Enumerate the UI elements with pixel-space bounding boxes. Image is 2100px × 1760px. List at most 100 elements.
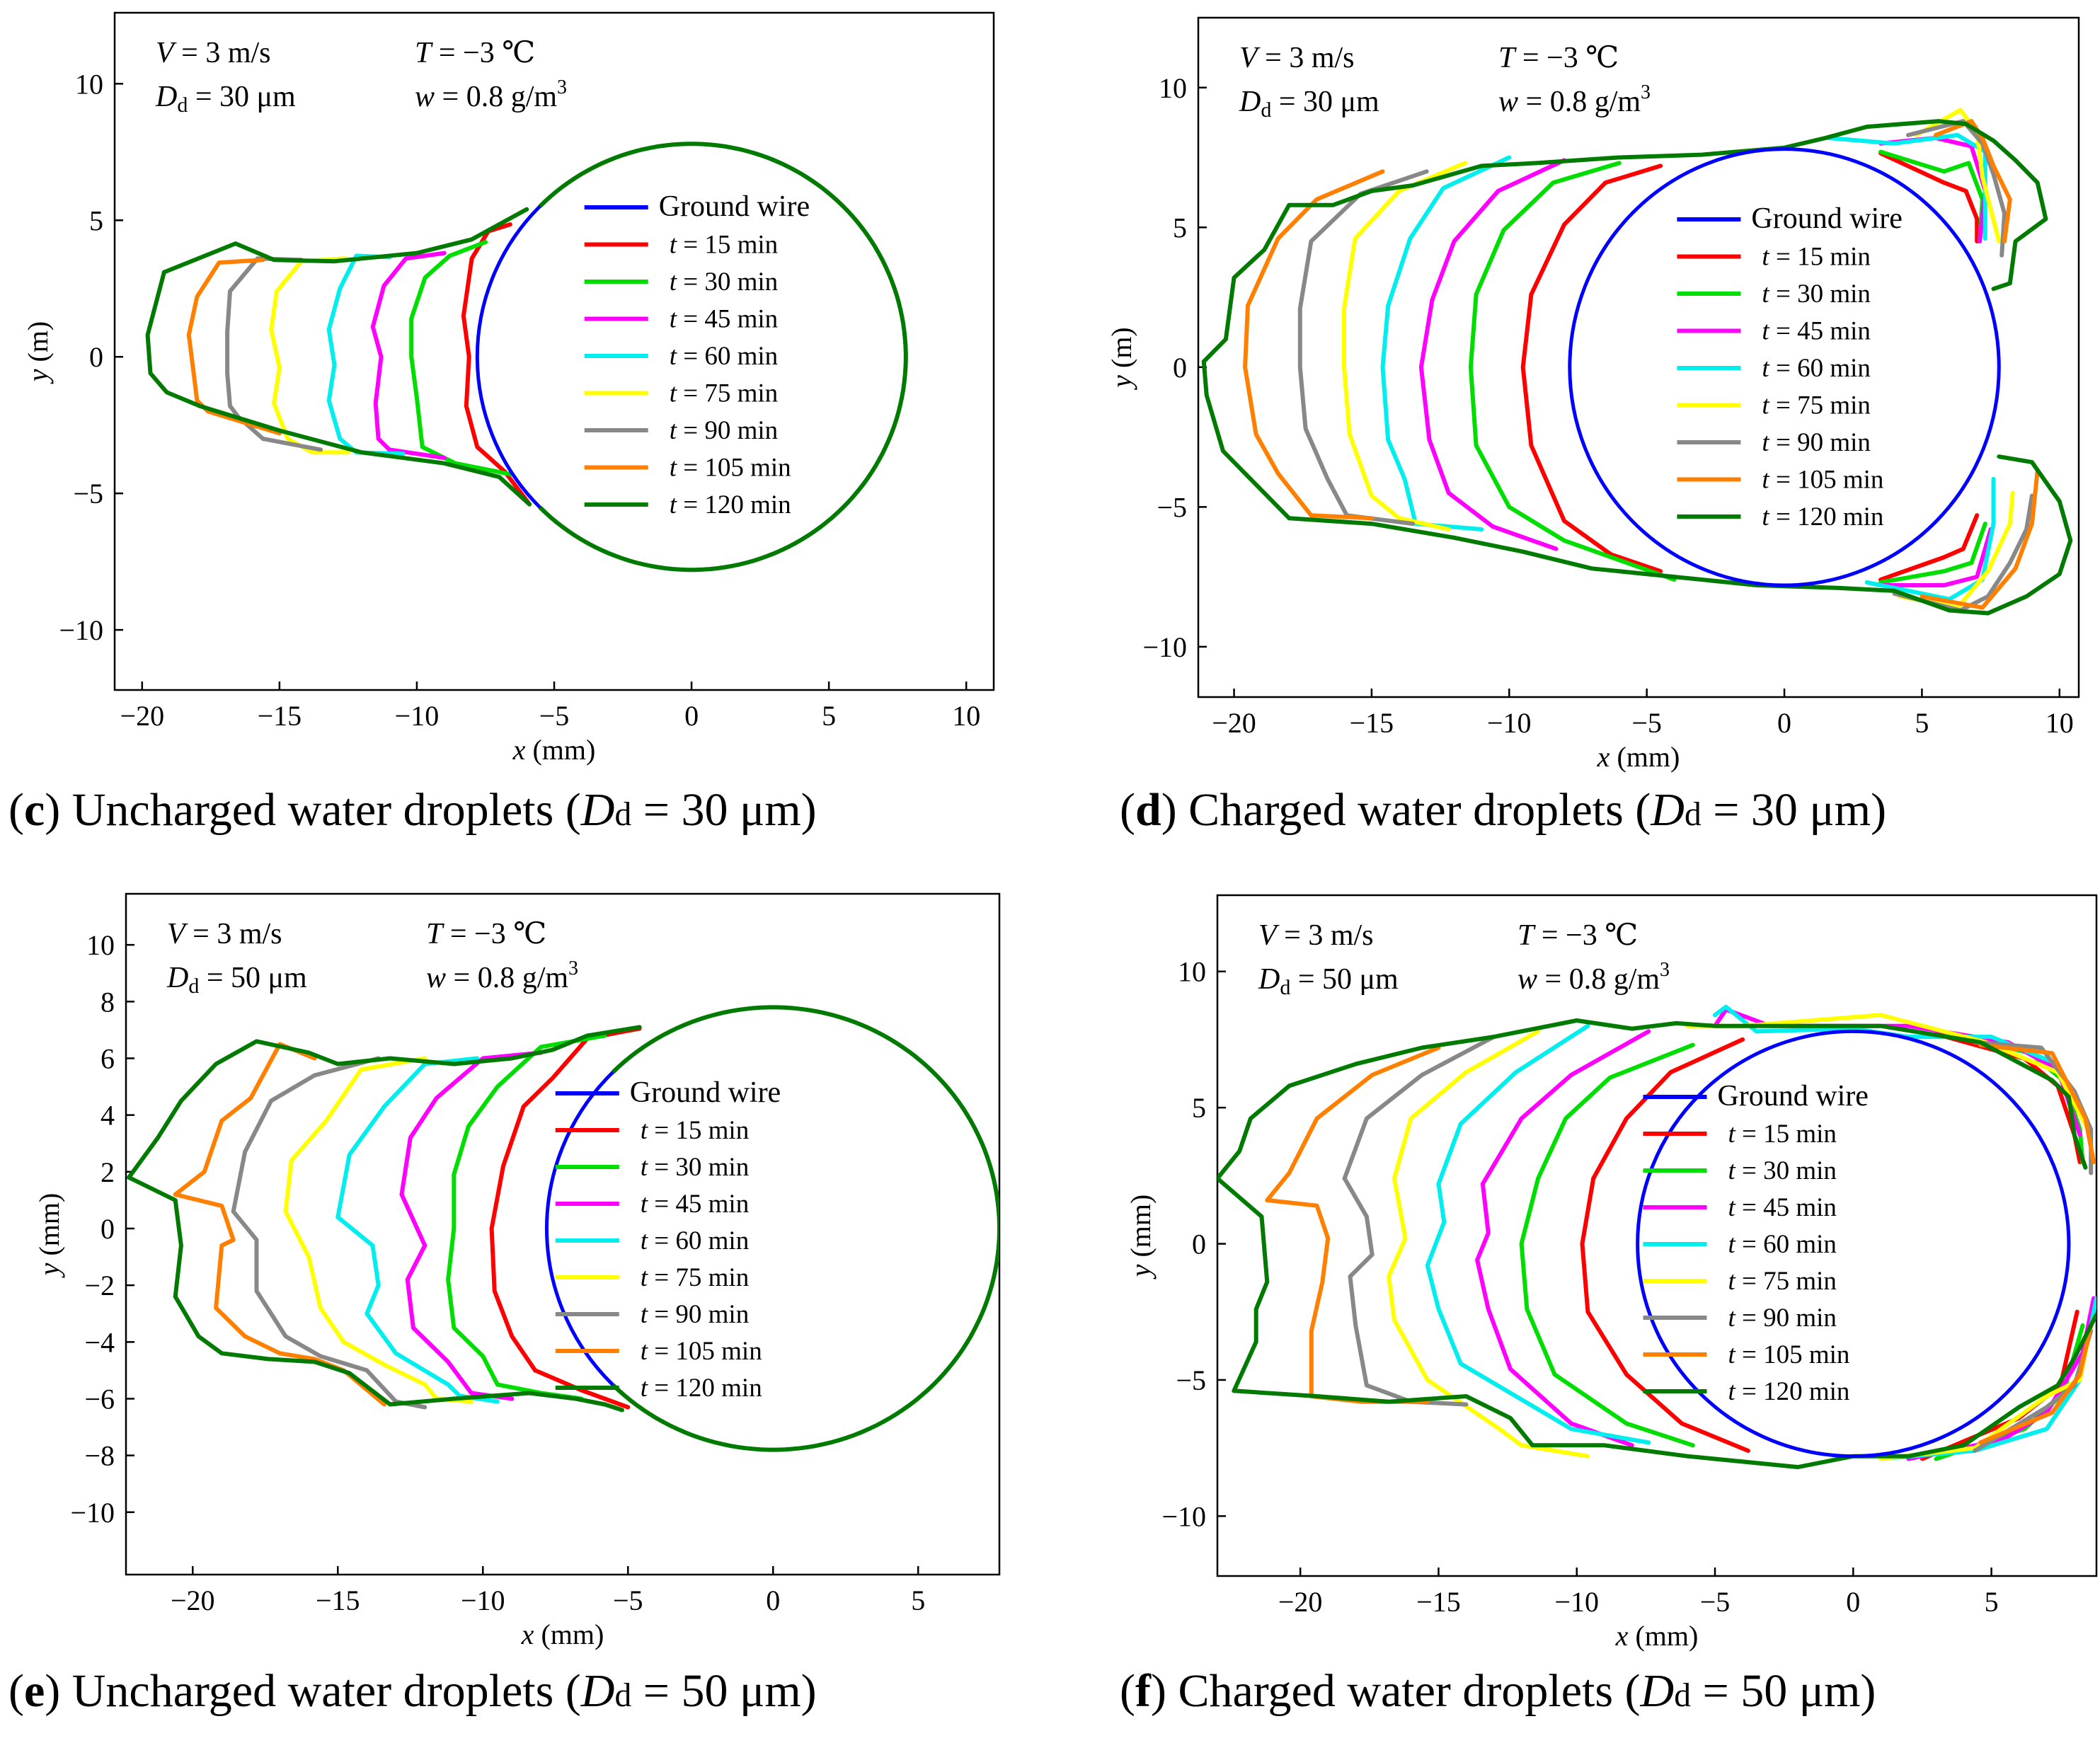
y-tick-label: 0 [89, 341, 103, 373]
ice-profile-front [489, 1163, 538, 1373]
x-tick-label: −5 [539, 700, 570, 732]
series-t-60-min [326, 253, 406, 456]
series-t-15-min [1520, 151, 1980, 582]
legend-label: t = 15 min [641, 1116, 749, 1145]
ice-profile-front [1418, 298, 1495, 529]
ice-profile-top [1246, 169, 1385, 308]
droplet-diameter-label: Dd = 50 μm [166, 962, 307, 998]
temperature-label: T = −3 ℃ [1498, 42, 1619, 74]
ground-wire-circle [1568, 147, 2001, 587]
legend-label: t = 90 min [1762, 428, 1870, 457]
y-tick-label: −10 [1161, 1500, 1206, 1532]
y-tick-label: 10 [1178, 956, 1206, 988]
legend-label: t = 60 min [641, 1226, 749, 1255]
ice-profile-top [1529, 163, 1663, 297]
velocity-label: V = 3 m/s [1258, 919, 1374, 952]
x-tick-label: −5 [613, 1584, 643, 1616]
series-t-30-min [409, 240, 512, 477]
ice-profile-right [1978, 1042, 2096, 1165]
temperature-label: T = −3 ℃ [415, 37, 535, 69]
y-tick-label: −8 [84, 1440, 115, 1472]
ice-profile-top [231, 1056, 381, 1214]
legend-label: t = 45 min [670, 305, 778, 334]
parameter-annotation: V = 3 m/s T = −3 ℃ Dd = 30 μm w = 0.8 g/m3 [1239, 42, 1651, 122]
y-tick-label: 4 [101, 1100, 115, 1132]
x-tick-label: −5 [1700, 1586, 1731, 1618]
ice-profile-top [399, 1050, 544, 1197]
x-axis-label: x (mm) [1597, 741, 1680, 773]
ice-profile-bottom [1609, 552, 1663, 574]
panel-caption-d: (d) Charged water droplets (Dd = 30 μm) [1120, 784, 1887, 836]
y-tick-label: −10 [1142, 631, 1187, 663]
ice-profile-bottom [1624, 1421, 1695, 1448]
droplet-diameter-label: Dd = 50 μm [1258, 963, 1399, 999]
ice-profile-front [1265, 1198, 1364, 1404]
ice-profile-bottom [453, 461, 512, 477]
ice-profile-top [186, 258, 265, 338]
ice-profile-bottom [1232, 1312, 2096, 1470]
y-tick-label: 5 [1192, 1092, 1206, 1124]
water-content-label: w = 0.8 g/m3 [415, 76, 567, 113]
legend-label: t = 45 min [1728, 1193, 1836, 1222]
x-tick-label: −10 [1554, 1586, 1599, 1618]
ice-envelope-arc [538, 142, 908, 573]
x-tick-label: 10 [952, 700, 980, 732]
ground-wire-circle [1636, 1029, 2071, 1459]
ice-profile-top [1265, 1045, 1441, 1202]
droplet-diameter-label: Dd = 30 μm [155, 81, 296, 117]
legend-label: t = 105 min [1762, 466, 1883, 495]
ice-profile-bottom [206, 409, 282, 436]
ice-profile-bottom [387, 447, 447, 460]
legend-label: t = 120 min [670, 490, 791, 519]
ice-profile-bottom [197, 403, 532, 507]
x-tick-label: −15 [316, 1584, 360, 1616]
ice-profile-front [1342, 1176, 1413, 1404]
legend-label: t = 60 min [1762, 354, 1870, 383]
ice-profile-bottom [533, 1368, 631, 1410]
legend: Ground wire t = 15 min t = 30 min t = 45 mi… [555, 1076, 781, 1403]
water-content-label: w = 0.8 g/m3 [426, 957, 578, 994]
y-tick-label: 0 [101, 1213, 115, 1245]
ice-profile-right_bottom [1920, 468, 2040, 610]
ice-profile-front [1519, 1176, 1629, 1426]
series-t-120-min [127, 1025, 642, 1413]
ice-profile-front [1201, 359, 1292, 521]
legend-label: t = 15 min [670, 231, 778, 260]
x-tick-label: −10 [1487, 707, 1532, 739]
ice-profile-front [1580, 1176, 1685, 1426]
ice-profile-bottom [1680, 1421, 1750, 1453]
ice-profile-bottom [1568, 1427, 1651, 1445]
water-content-label: w = 0.8 g/m3 [1498, 81, 1651, 118]
plot-frame [113, 11, 995, 691]
series-t-75-min [1342, 108, 2015, 610]
y-tick-label: 0 [1192, 1229, 1206, 1260]
parameter-annotation: V = 3 m/s T = −3 ℃ Dd = 50 μm w = 0.8 g/m3 [1258, 919, 1670, 999]
ice-profile-top [269, 256, 348, 332]
parameter-annotation: V = 3 m/s T = −3 ℃ Dd = 30 μm w = 0.8 g/m3 [155, 37, 567, 117]
y-axis-label: y (mm) [1125, 1195, 1157, 1280]
plot-frame [1197, 16, 2080, 698]
legend-label: t = 120 min [641, 1374, 762, 1403]
ice-profile-front [186, 333, 210, 414]
y-tick-label: 0 [1173, 352, 1187, 384]
ice-profile-front [1387, 1176, 1524, 1448]
temperature-label: T = −3 ℃ [1517, 919, 1638, 952]
legend-label: t = 45 min [1762, 317, 1870, 346]
x-tick-label: 5 [1985, 1586, 1999, 1618]
ice-profile-bottom [1491, 524, 1559, 551]
x-tick-label: 5 [911, 1584, 925, 1616]
ice-profile-front [335, 1215, 462, 1398]
data-layer [127, 1005, 999, 1452]
ice-profile-top [1386, 155, 1512, 308]
legend-label: t = 120 min [1762, 502, 1883, 531]
ice-profile-front [1342, 306, 1401, 521]
plot-frame [1216, 894, 2098, 1577]
ice-profile-top [1536, 1042, 1695, 1181]
x-axis-label: x (mm) [1615, 1620, 1699, 1652]
ice-profile-bottom [1309, 513, 1374, 521]
legend-label: t = 75 min [670, 379, 778, 408]
droplet-diameter-label: Dd = 30 μm [1239, 86, 1379, 122]
y-tick-label: −5 [1157, 491, 1187, 523]
x-tick-label: −5 [1631, 707, 1662, 739]
